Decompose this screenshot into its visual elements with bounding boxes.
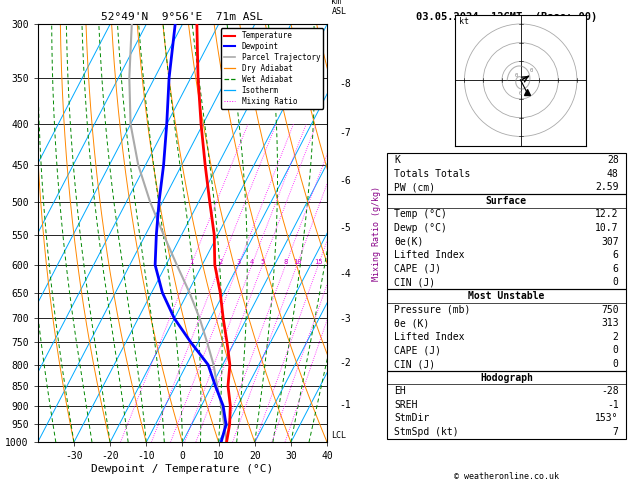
Text: 10: 10 — [292, 259, 301, 265]
Text: θe(K): θe(K) — [394, 237, 423, 246]
Text: -8: -8 — [340, 79, 351, 89]
Text: StmSpd (kt): StmSpd (kt) — [394, 427, 459, 437]
Text: EH: EH — [394, 386, 406, 396]
Text: -1: -1 — [607, 400, 619, 410]
Text: -5: -5 — [340, 224, 351, 233]
Text: 8: 8 — [284, 259, 287, 265]
Text: 4: 4 — [250, 259, 254, 265]
Text: 153°: 153° — [595, 414, 619, 423]
Text: 28: 28 — [607, 155, 619, 165]
Text: 10.7: 10.7 — [595, 223, 619, 233]
Text: -28: -28 — [601, 386, 619, 396]
Text: 750: 750 — [601, 305, 619, 314]
Text: StmDir: StmDir — [394, 414, 429, 423]
Text: Lifted Index: Lifted Index — [394, 332, 464, 342]
Legend: Temperature, Dewpoint, Parcel Trajectory, Dry Adiabat, Wet Adiabat, Isotherm, Mi: Temperature, Dewpoint, Parcel Trajectory… — [221, 28, 323, 109]
Text: 0: 0 — [613, 359, 619, 369]
Text: 0: 0 — [613, 278, 619, 287]
Text: -4: -4 — [340, 269, 351, 279]
Text: km
ASL: km ASL — [331, 0, 347, 16]
Bar — [387, 371, 626, 439]
Text: 2: 2 — [613, 332, 619, 342]
Text: 5: 5 — [260, 259, 265, 265]
X-axis label: Dewpoint / Temperature (°C): Dewpoint / Temperature (°C) — [91, 464, 274, 474]
Text: 03.05.2024  12GMT  (Base: 00): 03.05.2024 12GMT (Base: 00) — [416, 12, 597, 22]
Text: © weatheronline.co.uk: © weatheronline.co.uk — [454, 472, 559, 481]
Text: Totals Totals: Totals Totals — [394, 169, 470, 178]
Text: CAPE (J): CAPE (J) — [394, 346, 441, 355]
Text: Hodograph: Hodograph — [480, 373, 533, 382]
Text: 1: 1 — [189, 259, 193, 265]
Text: K: K — [394, 155, 400, 165]
Bar — [387, 289, 626, 371]
Text: 313: 313 — [601, 318, 619, 328]
Text: 15: 15 — [314, 259, 323, 265]
Y-axis label: hPa: hPa — [0, 223, 3, 243]
Text: Pressure (mb): Pressure (mb) — [394, 305, 470, 314]
Text: CAPE (J): CAPE (J) — [394, 264, 441, 274]
Text: LCL: LCL — [331, 431, 347, 440]
Text: Lifted Index: Lifted Index — [394, 250, 464, 260]
Text: PW (cm): PW (cm) — [394, 182, 435, 192]
Bar — [387, 194, 626, 289]
Bar — [387, 153, 626, 194]
Text: Most Unstable: Most Unstable — [468, 291, 545, 301]
Text: -2: -2 — [340, 358, 351, 367]
Text: -1: -1 — [340, 400, 351, 410]
Title: 52°49'N  9°56'E  71m ASL: 52°49'N 9°56'E 71m ASL — [101, 12, 264, 22]
Text: 6: 6 — [613, 250, 619, 260]
Text: 6: 6 — [613, 264, 619, 274]
Text: -6: -6 — [340, 176, 351, 187]
Text: CIN (J): CIN (J) — [394, 359, 435, 369]
Text: 307: 307 — [601, 237, 619, 246]
Text: 2.59: 2.59 — [595, 182, 619, 192]
Text: -3: -3 — [340, 314, 351, 324]
Text: -7: -7 — [340, 128, 351, 138]
Text: Surface: Surface — [486, 196, 527, 206]
Text: 7: 7 — [613, 427, 619, 437]
Text: 12.2: 12.2 — [595, 209, 619, 219]
Text: Dewp (°C): Dewp (°C) — [394, 223, 447, 233]
Text: Mixing Ratio (g/kg): Mixing Ratio (g/kg) — [372, 186, 381, 281]
Text: SREH: SREH — [394, 400, 418, 410]
Text: CIN (J): CIN (J) — [394, 278, 435, 287]
Text: 2: 2 — [218, 259, 223, 265]
Text: 48: 48 — [607, 169, 619, 178]
Text: 0: 0 — [613, 346, 619, 355]
Text: θe (K): θe (K) — [394, 318, 429, 328]
Text: 3: 3 — [237, 259, 241, 265]
Text: Temp (°C): Temp (°C) — [394, 209, 447, 219]
